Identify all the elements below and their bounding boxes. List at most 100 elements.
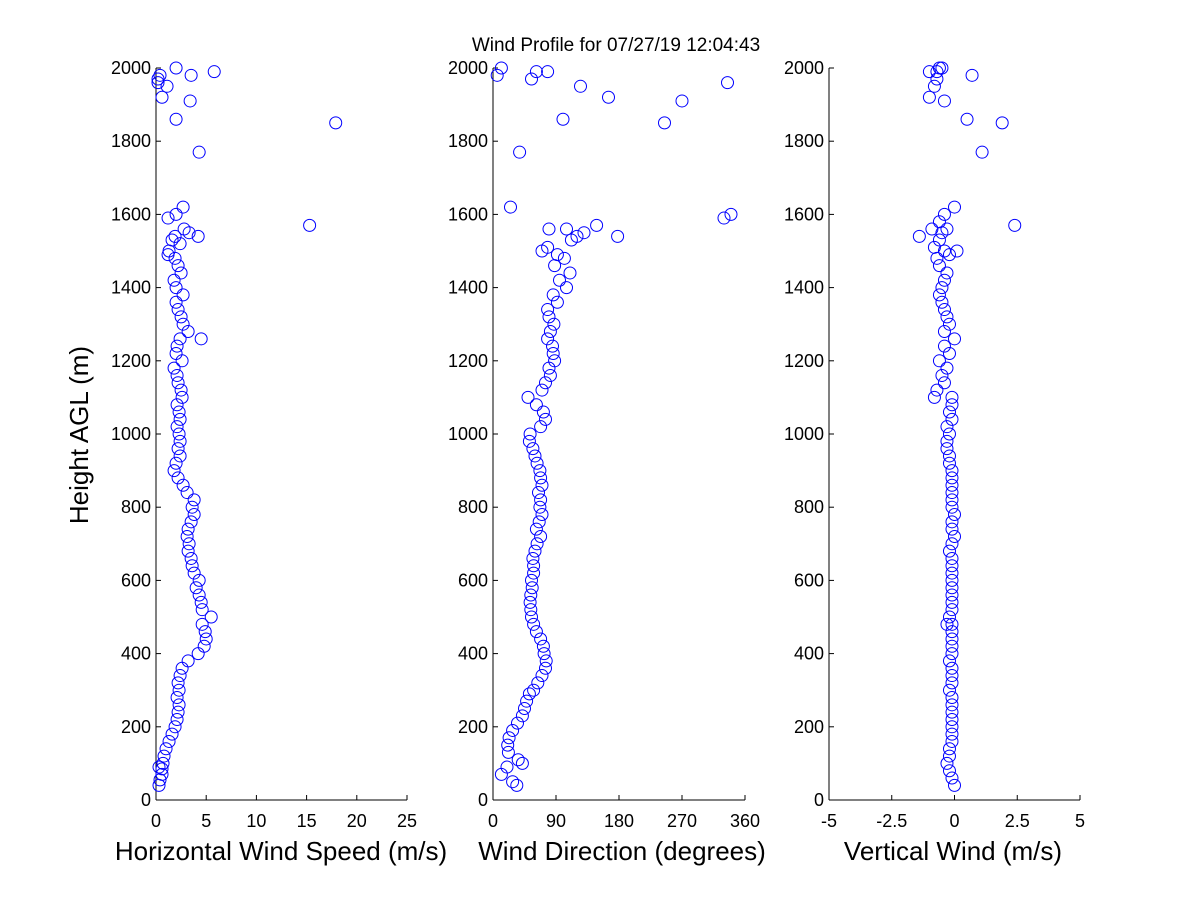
data-point-wind-direction bbox=[527, 617, 541, 631]
data-point-vertical-wind bbox=[937, 244, 951, 258]
y-tick-label-vertical-wind: 2000 bbox=[784, 58, 824, 78]
data-point-wind-direction bbox=[537, 647, 551, 661]
data-point-wind-direction bbox=[546, 346, 560, 360]
data-point-vertical-wind bbox=[945, 705, 959, 719]
x-tick-label-wind-direction: 270 bbox=[667, 811, 697, 831]
data-point-horizontal-wind-speed bbox=[171, 676, 185, 690]
data-point-horizontal-wind-speed bbox=[170, 398, 184, 412]
data-point-wind-direction bbox=[543, 325, 557, 339]
data-point-vertical-wind bbox=[940, 434, 954, 448]
data-point-wind-direction bbox=[527, 683, 541, 697]
data-point-vertical-wind bbox=[945, 727, 959, 741]
data-point-wind-direction bbox=[501, 738, 515, 752]
data-point-vertical-wind bbox=[945, 581, 959, 595]
y-tick-label-vertical-wind: 0 bbox=[814, 790, 824, 810]
data-point-vertical-wind bbox=[942, 544, 956, 558]
data-point-wind-direction bbox=[532, 486, 545, 500]
data-point-wind-direction bbox=[658, 116, 671, 130]
y-tick-label-wind-direction: 1800 bbox=[448, 131, 488, 151]
data-point-vertical-wind bbox=[975, 145, 989, 159]
data-point-vertical-wind bbox=[940, 266, 954, 280]
data-point-vertical-wind bbox=[940, 617, 954, 631]
data-point-vertical-wind bbox=[945, 639, 959, 653]
data-point-wind-direction bbox=[717, 211, 731, 225]
data-point-horizontal-wind-speed bbox=[199, 632, 213, 646]
x-tick-label-vertical-wind: 0 bbox=[949, 811, 959, 831]
data-point-vertical-wind bbox=[940, 222, 954, 236]
y-tick-label-wind-direction: 200 bbox=[458, 717, 488, 737]
data-point-vertical-wind bbox=[945, 500, 959, 514]
data-point-vertical-wind bbox=[945, 771, 959, 785]
data-point-vertical-wind bbox=[935, 295, 949, 309]
data-point-horizontal-wind-speed bbox=[161, 211, 175, 225]
y-tick-label-vertical-wind: 1800 bbox=[784, 131, 824, 151]
data-point-horizontal-wind-speed bbox=[187, 566, 201, 580]
data-point-wind-direction bbox=[547, 317, 561, 331]
data-point-vertical-wind bbox=[960, 112, 974, 126]
data-point-wind-direction bbox=[529, 625, 543, 639]
data-point-horizontal-wind-speed bbox=[169, 207, 183, 221]
data-point-wind-direction bbox=[535, 508, 549, 522]
data-point-horizontal-wind-speed bbox=[171, 303, 185, 317]
data-point-vertical-wind bbox=[937, 94, 951, 108]
y-tick-label-wind-direction: 1000 bbox=[448, 424, 488, 444]
y-tick-label-vertical-wind: 200 bbox=[794, 717, 824, 737]
data-point-vertical-wind bbox=[942, 317, 956, 331]
data-point-horizontal-wind-speed bbox=[184, 68, 198, 82]
data-point-horizontal-wind-speed bbox=[195, 617, 209, 631]
data-point-vertical-wind bbox=[932, 354, 946, 368]
data-point-vertical-wind bbox=[937, 303, 951, 317]
data-point-wind-direction bbox=[611, 229, 625, 243]
data-point-horizontal-wind-speed bbox=[173, 237, 187, 251]
y-tick-label-vertical-wind: 1600 bbox=[784, 204, 824, 224]
data-point-horizontal-wind-speed bbox=[167, 273, 181, 287]
data-point-wind-direction bbox=[536, 405, 550, 419]
data-point-horizontal-wind-speed bbox=[183, 94, 197, 108]
data-point-vertical-wind bbox=[942, 456, 956, 470]
data-point-horizontal-wind-speed bbox=[184, 515, 198, 529]
data-point-horizontal-wind-speed bbox=[168, 720, 182, 734]
data-point-vertical-wind bbox=[948, 200, 961, 214]
data-point-wind-direction bbox=[541, 303, 555, 317]
points-vertical-wind bbox=[912, 61, 1022, 792]
data-point-horizontal-wind-speed bbox=[169, 281, 183, 295]
data-point-horizontal-wind-speed bbox=[189, 581, 203, 595]
data-point-wind-direction bbox=[523, 427, 537, 441]
y-tick-label-horizontal-wind-speed: 2000 bbox=[111, 58, 151, 78]
y-tick-label-horizontal-wind-speed: 1200 bbox=[111, 351, 151, 371]
data-point-horizontal-wind-speed bbox=[184, 551, 198, 565]
y-tick-label-vertical-wind: 800 bbox=[794, 497, 824, 517]
data-point-horizontal-wind-speed bbox=[175, 390, 189, 404]
data-point-vertical-wind bbox=[942, 764, 956, 778]
data-point-wind-direction bbox=[546, 288, 560, 302]
data-point-wind-direction bbox=[546, 339, 559, 353]
data-point-horizontal-wind-speed bbox=[185, 559, 199, 573]
data-point-wind-direction bbox=[560, 281, 573, 295]
data-point-vertical-wind bbox=[930, 383, 944, 397]
data-point-horizontal-wind-speed bbox=[173, 669, 187, 683]
data-point-vertical-wind bbox=[945, 603, 959, 617]
data-point-horizontal-wind-speed bbox=[192, 145, 206, 159]
data-point-wind-direction bbox=[539, 654, 553, 668]
data-point-vertical-wind bbox=[945, 551, 959, 565]
data-point-wind-direction bbox=[541, 332, 555, 346]
data-point-horizontal-wind-speed bbox=[170, 339, 184, 353]
data-point-wind-direction bbox=[553, 273, 566, 287]
data-point-wind-direction bbox=[529, 398, 543, 412]
data-point-vertical-wind bbox=[945, 676, 959, 690]
data-point-wind-direction bbox=[548, 354, 562, 368]
data-point-wind-direction bbox=[506, 723, 520, 737]
data-point-vertical-wind bbox=[945, 669, 959, 683]
data-point-vertical-wind bbox=[932, 288, 946, 302]
data-point-wind-direction bbox=[542, 310, 556, 324]
data-point-wind-direction bbox=[534, 632, 548, 646]
data-point-vertical-wind bbox=[945, 478, 959, 492]
data-point-horizontal-wind-speed bbox=[167, 361, 181, 375]
data-point-horizontal-wind-speed bbox=[171, 259, 185, 273]
data-point-horizontal-wind-speed bbox=[155, 767, 169, 781]
x-tick-label-wind-direction: 0 bbox=[488, 811, 498, 831]
data-point-vertical-wind bbox=[942, 610, 956, 624]
y-tick-label-wind-direction: 600 bbox=[458, 570, 488, 590]
x-tick-label-horizontal-wind-speed: 5 bbox=[201, 811, 211, 831]
data-point-vertical-wind bbox=[945, 573, 959, 587]
